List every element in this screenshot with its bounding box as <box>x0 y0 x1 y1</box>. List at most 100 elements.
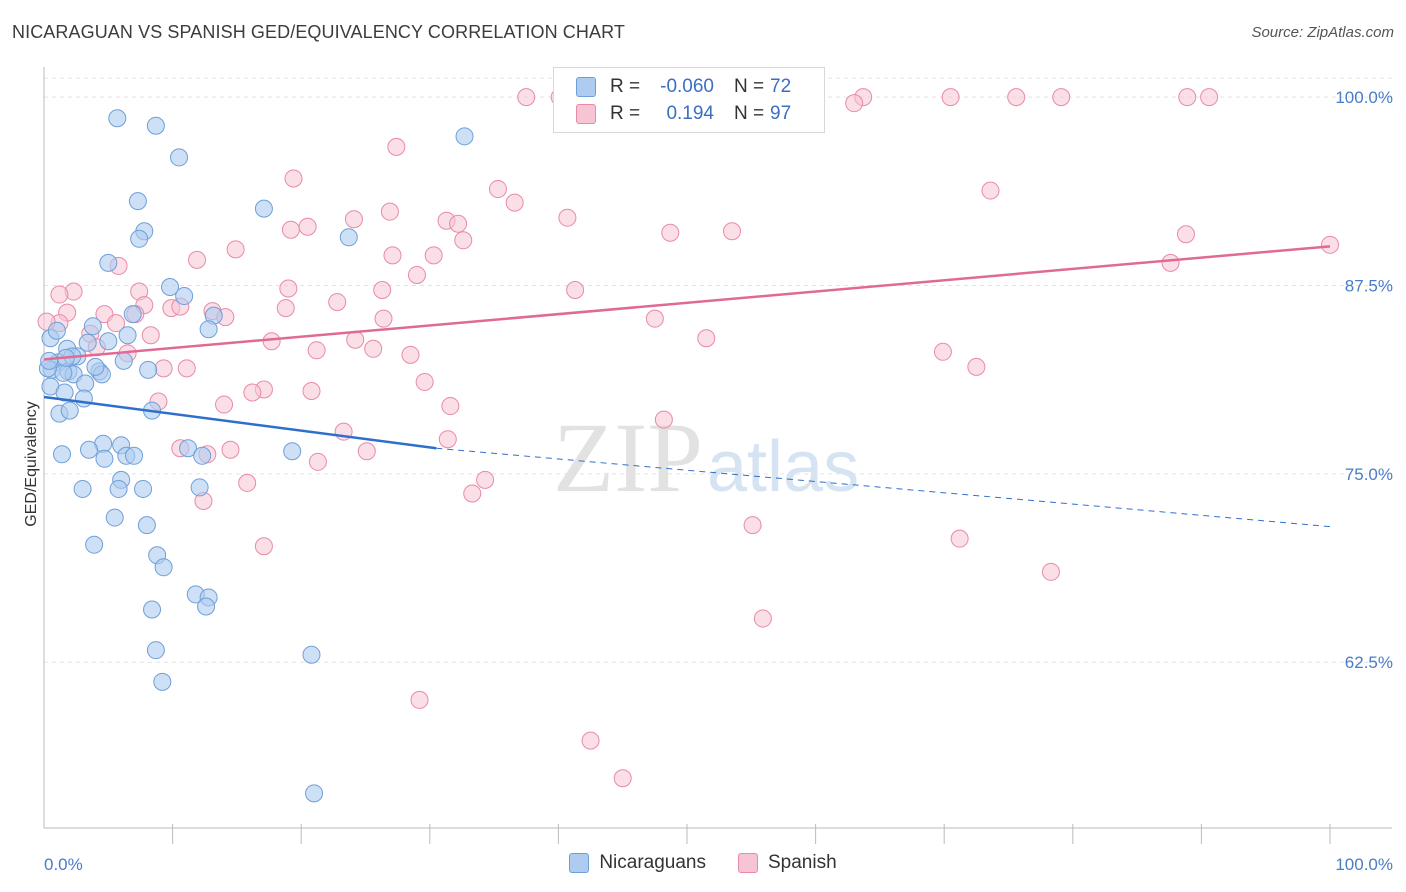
spanish-point <box>1007 88 1026 107</box>
spanish-point <box>373 281 392 300</box>
spanish-point <box>558 208 577 227</box>
legend-swatch-spanish <box>576 104 596 124</box>
spanish-point <box>1200 88 1219 107</box>
nicaraguan-point <box>170 148 189 167</box>
spanish-point <box>645 309 664 328</box>
spanish-point <box>215 395 234 414</box>
legend-n-label: N = <box>734 76 765 97</box>
spanish-point <box>941 88 960 107</box>
nicaraguan-point <box>105 508 124 527</box>
legend-n-value: 97 <box>770 103 792 124</box>
nicaraguan-point <box>137 516 156 535</box>
spanish-point <box>387 137 406 156</box>
spanish-point <box>107 314 126 333</box>
spanish-point <box>488 180 507 199</box>
y-tick-label: 75.0% <box>1345 465 1393 484</box>
legend-r-label: R = <box>610 76 641 97</box>
nicaraguan-point <box>99 253 118 272</box>
watermark-atlas: atlas <box>707 427 860 507</box>
bottom-legend-label-nicaraguans: Nicaraguans <box>599 852 706 873</box>
spanish-point <box>410 690 429 709</box>
legend-row-nicaraguans: R = -0.060 N = 72 <box>576 74 791 100</box>
spanish-point <box>380 202 399 221</box>
spanish-point <box>505 193 524 212</box>
spanish-point <box>401 345 420 364</box>
nicaraguan-point <box>40 351 59 370</box>
spanish-point <box>383 246 402 265</box>
nicaraguan-point <box>175 287 194 306</box>
spanish-point <box>364 339 383 358</box>
spanish-point <box>298 217 317 236</box>
nicaraguan-point <box>99 332 118 351</box>
nicaraguan-trend-line <box>43 395 437 450</box>
nicaraguan-point <box>199 320 218 339</box>
nicaraguan-point <box>85 535 104 554</box>
legend-r-value: 0.194 <box>666 103 714 124</box>
nicaraguan-point <box>302 645 321 664</box>
y-tick-label: 100.0% <box>1335 88 1393 107</box>
nicaraguan-point <box>153 672 172 691</box>
nicaraguan-point <box>179 439 198 458</box>
spanish-point <box>328 293 347 312</box>
spanish-point <box>284 169 303 188</box>
nicaraguan-point <box>60 401 79 420</box>
y-tick-label: 87.5% <box>1345 277 1393 296</box>
spanish-point <box>281 220 300 239</box>
nicaraguan-point <box>339 228 358 247</box>
spanish-point <box>141 326 160 345</box>
spanish-point <box>344 210 363 229</box>
spanish-point <box>454 231 473 250</box>
spanish-point <box>243 383 262 402</box>
nicaraguan-point <box>123 305 142 324</box>
nicaraguan-point <box>54 363 73 382</box>
spanish-point <box>154 359 173 378</box>
nicaraguan-point <box>109 479 128 498</box>
nicaraguan-trend-extension <box>436 447 1331 528</box>
spanish-point <box>221 440 240 459</box>
spanish-point <box>981 181 1000 200</box>
legend-row-spanish: R = 0.194 N = 97 <box>576 101 791 127</box>
chart-source: Source: ZipAtlas.com <box>1251 24 1394 41</box>
nicaraguan-point <box>197 597 216 616</box>
nicaraguan-points <box>38 109 474 803</box>
grid <box>44 77 1392 663</box>
nicaraguan-point <box>125 446 144 465</box>
spanish-point <box>1161 253 1180 272</box>
y-tick-label: 62.5% <box>1345 653 1393 672</box>
nicaraguan-point <box>146 641 165 660</box>
spanish-point <box>517 88 536 107</box>
spanish-point <box>933 342 952 361</box>
spanish-point <box>441 397 460 416</box>
spanish-point <box>424 246 443 265</box>
x-tick-label: 100.0% <box>1335 855 1393 874</box>
legend-r-label: R = <box>610 103 641 124</box>
spanish-point <box>188 250 207 269</box>
nicaraguan-point <box>114 351 133 370</box>
nicaraguan-point <box>128 192 147 211</box>
nicaraguan-point <box>193 446 212 465</box>
nicaraguan-point <box>139 360 158 379</box>
y-axis-label: GED/Equivalency <box>23 401 40 526</box>
bottom-legend: Nicaraguans Spanish <box>0 852 1406 874</box>
nicaraguan-point <box>146 116 165 135</box>
spanish-point <box>238 473 257 492</box>
spanish-point <box>581 731 600 750</box>
x-tick-label: 0.0% <box>44 855 83 874</box>
watermark: ZIPatlas <box>553 400 859 515</box>
legend: R = -0.060 N = 72 R = 0.194 N = 97 <box>553 67 825 133</box>
spanish-point <box>654 410 673 429</box>
spanish-point <box>279 279 298 298</box>
spanish-point <box>1321 235 1339 254</box>
legend-n-label: N = <box>734 103 765 124</box>
spanish-point <box>302 381 321 400</box>
nicaraguan-point <box>76 374 95 393</box>
spanish-point <box>476 470 495 489</box>
nicaraguan-point <box>154 558 173 577</box>
spanish-point <box>177 359 196 378</box>
spanish-point <box>226 240 245 259</box>
nicaraguan-point <box>305 784 324 803</box>
spanish-point <box>254 537 273 556</box>
spanish-point <box>463 484 482 503</box>
spanish-point <box>697 329 716 348</box>
spanish-point <box>262 332 281 351</box>
